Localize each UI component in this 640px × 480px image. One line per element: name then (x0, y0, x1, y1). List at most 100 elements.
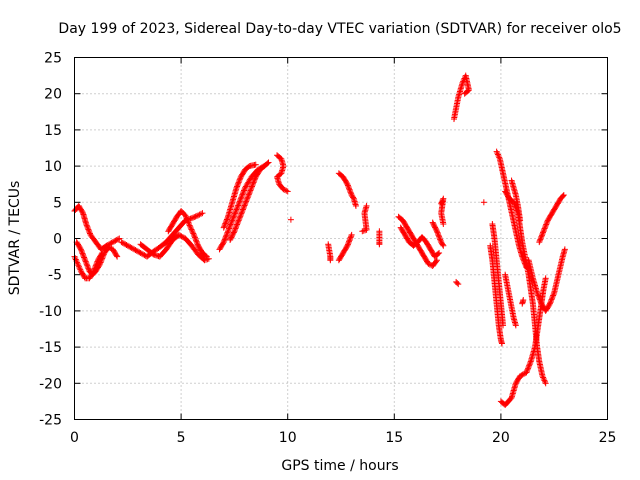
y-tick-label: -25 (39, 413, 62, 429)
data-point-track-06 (191, 233, 198, 240)
data-point-track-04 (128, 244, 135, 251)
data-point-track-08 (223, 217, 230, 224)
data-point-track-09 (250, 180, 257, 187)
data-point-track-03 (98, 251, 105, 258)
data-point-track-33 (539, 230, 546, 237)
data-point-track-10 (283, 187, 290, 194)
data-point-track-32 (537, 297, 544, 304)
data-point-track-01 (113, 236, 120, 243)
data-point-track-06 (186, 221, 193, 228)
data-point-track-06 (182, 213, 189, 220)
data-point-track-07 (224, 229, 231, 236)
data-point-track-08 (220, 224, 227, 231)
data-point-track-13 (347, 234, 354, 241)
data-point-track-09 (240, 205, 247, 212)
data-point-track-13 (348, 231, 355, 238)
data-point-track-07 (235, 202, 242, 209)
data-point-track-28 (542, 378, 549, 385)
data-point-track-27 (524, 368, 531, 375)
data-point-track-09 (244, 194, 251, 201)
data-point-track-02 (105, 244, 112, 251)
data-point-track-19 (437, 237, 444, 244)
data-point-track-04 (199, 210, 206, 217)
data-point-track-01 (86, 230, 93, 237)
data-point-track-32 (536, 296, 543, 303)
data-point-track-33 (537, 235, 544, 242)
data-point-track-28 (541, 377, 548, 384)
data-point-track-25 (493, 148, 500, 155)
data-point-track-20 (440, 221, 447, 228)
data-point-track-05 (177, 232, 184, 239)
data-point-track-16 (376, 241, 383, 248)
data-point-track-33 (542, 224, 549, 231)
data-point-track-32 (549, 295, 556, 302)
data-point-track-33 (538, 233, 545, 240)
data-point-track-09 (237, 211, 244, 218)
data-point-track-33 (560, 192, 567, 199)
data-point-track-07 (236, 199, 243, 206)
data-point-track-04 (135, 248, 142, 255)
data-point-track-02 (82, 257, 89, 264)
data-point-track-33 (537, 236, 544, 243)
data-point-track-32 (561, 246, 568, 253)
data-point-track-27 (525, 365, 532, 372)
data-point-track-02 (77, 245, 84, 252)
data-point-track-01 (83, 222, 90, 229)
data-point-track-08 (234, 182, 241, 189)
data-point-track-25 (495, 152, 502, 159)
data-point-track-07 (226, 224, 233, 231)
data-point-track-09 (234, 221, 241, 228)
data-point-track-02 (107, 244, 114, 251)
data-point-track-02 (113, 252, 120, 259)
data-point-track-01 (83, 221, 90, 228)
data-point-track-06 (190, 231, 197, 238)
data-point-track-04 (195, 212, 202, 219)
data-point-track-08 (252, 161, 259, 168)
data-point-track-19 (435, 230, 442, 237)
data-point-track-07 (220, 240, 227, 247)
data-point-track-01 (85, 227, 92, 234)
data-point-track-08 (222, 219, 229, 226)
data-point-track-07 (220, 239, 227, 246)
data-point-track-04 (138, 250, 145, 257)
data-point-track-23 (480, 199, 487, 206)
data-point-track-07 (238, 194, 245, 201)
data-point-track-17 (425, 260, 432, 267)
data-point-track-32 (534, 291, 541, 298)
data-point-track-33 (559, 192, 566, 199)
data-point-track-09 (237, 213, 244, 220)
data-point-track-03 (99, 249, 106, 256)
data-point-track-06 (193, 237, 200, 244)
data-point-track-07 (229, 217, 236, 224)
data-point-track-13 (346, 237, 353, 244)
data-point-track-09 (231, 226, 238, 233)
data-point-track-21 (461, 90, 468, 97)
data-point-track-03 (75, 262, 82, 269)
x-tick-labels: 0 5 10 15 20 25 (70, 430, 616, 446)
data-point-track-07 (230, 214, 237, 221)
data-point-track-25 (496, 154, 503, 161)
data-point-track-14 (345, 183, 352, 190)
data-point-track-08 (234, 183, 241, 190)
data-point-track-33 (536, 239, 543, 246)
data-point-track-02 (81, 254, 88, 261)
data-point-track-09 (242, 199, 249, 206)
data-point-track-06 (194, 240, 201, 247)
data-point-track-03 (93, 261, 100, 268)
data-point-track-07 (225, 226, 232, 233)
data-point-track-07 (240, 187, 247, 194)
data-point-track-31 (520, 297, 527, 304)
data-point-track-07 (229, 216, 236, 223)
data-point-track-07 (234, 203, 241, 210)
data-point-track-32 (535, 293, 542, 300)
data-point-track-08 (235, 180, 242, 187)
data-point-track-19 (437, 236, 444, 243)
data-point-track-04 (119, 239, 126, 246)
data-point-track-21 (462, 89, 469, 96)
data-point-track-19 (436, 233, 443, 240)
data-point-track-09 (249, 182, 256, 189)
data-point-track-32 (548, 297, 555, 304)
data-point-track-04 (124, 242, 131, 249)
data-point-track-02 (85, 265, 92, 272)
